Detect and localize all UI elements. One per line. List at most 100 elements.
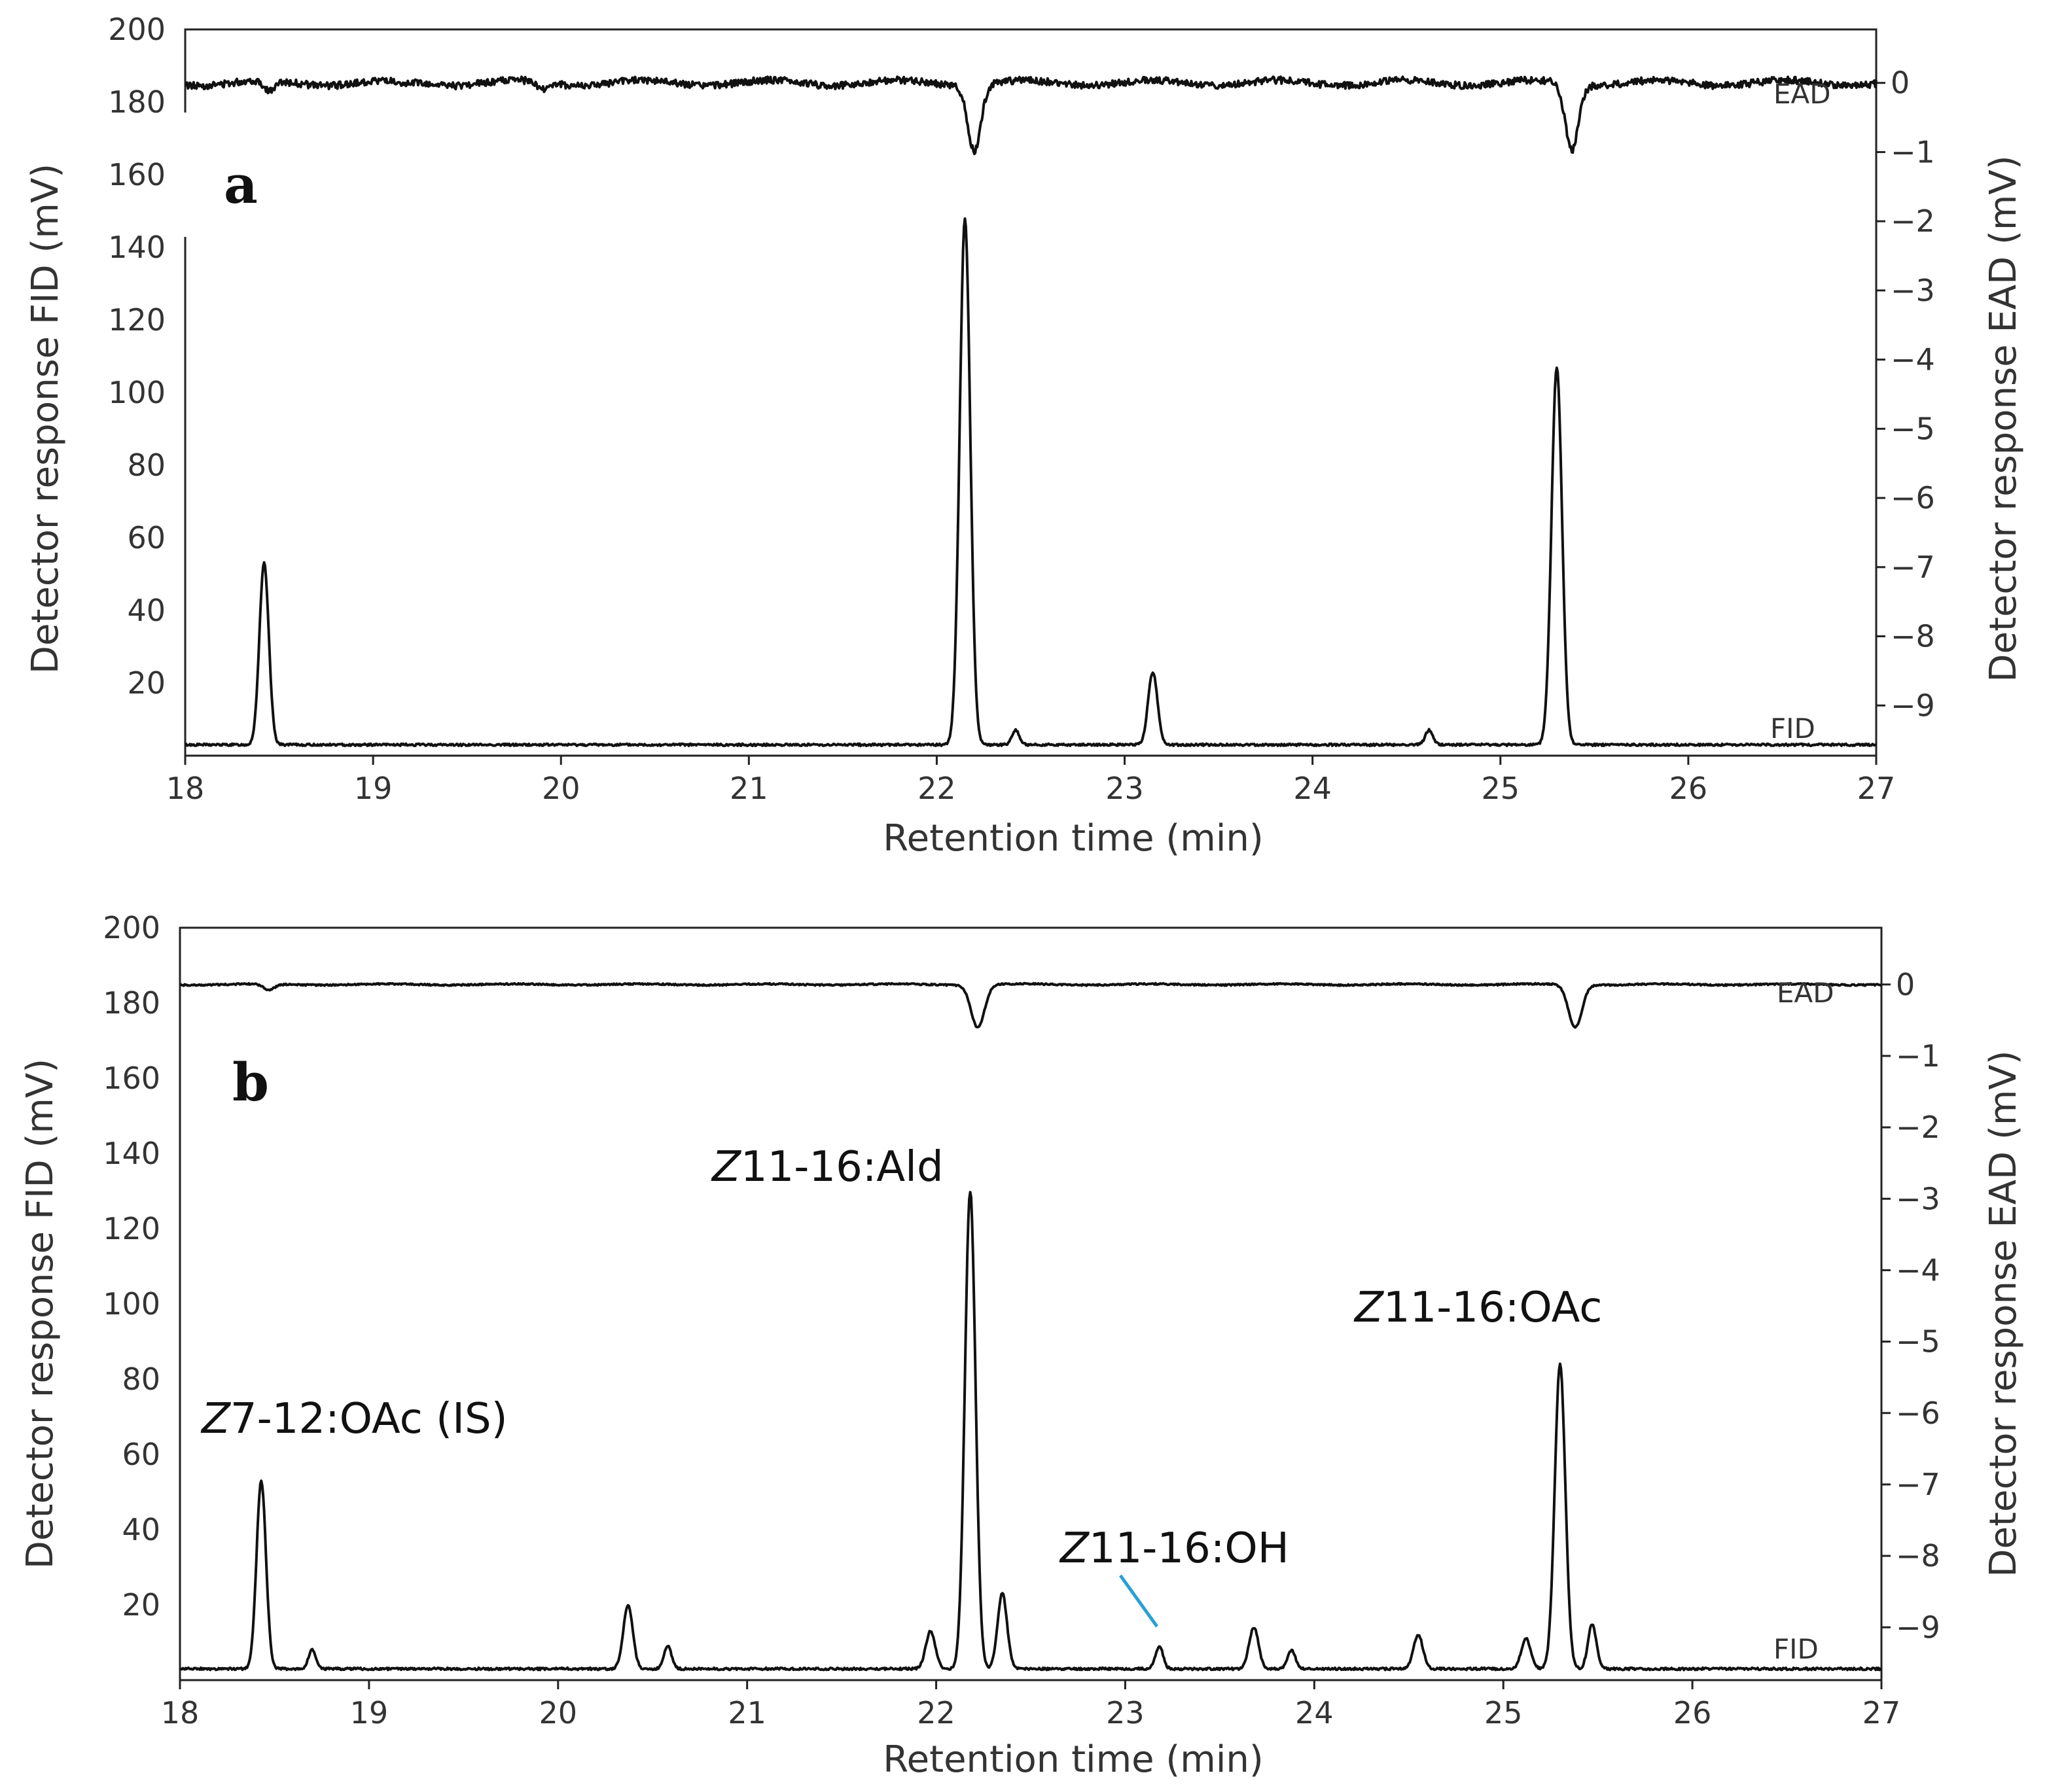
fid-trace: [179, 1191, 1883, 1672]
y2-tick-label: −2: [1891, 203, 1935, 239]
y2-tick-label: −5: [1891, 411, 1935, 446]
y2-tick-label: −5: [1896, 1324, 1940, 1360]
y2-tick-label: −1: [1891, 134, 1935, 169]
y-tick-label: 160: [103, 1061, 160, 1096]
x-tick-label: 23: [1106, 1695, 1145, 1731]
panel-label: b: [232, 1051, 269, 1113]
fid-trace-label: FID: [1770, 712, 1815, 745]
y-tick-label: 200: [103, 910, 160, 945]
annotation-text: 11-16:OAc: [1383, 1284, 1603, 1332]
y2-tick-label: −4: [1891, 342, 1935, 378]
annotation-z11-16-oh: Z11-16:OH: [1059, 1524, 1289, 1573]
y2-tick-label: −1: [1896, 1038, 1940, 1074]
annotation-italic: Z: [1059, 1524, 1090, 1573]
y2-tick-label: −7: [1896, 1467, 1940, 1502]
y-tick-label: 200: [108, 12, 166, 47]
x-tick-label: 21: [728, 1695, 766, 1731]
x-axis-title: Retention time (min): [883, 817, 1263, 860]
fid-trace-label: FID: [1773, 1633, 1819, 1665]
x-tick-label: 25: [1482, 771, 1520, 806]
left-axis-break: [177, 113, 196, 237]
x-tick-label: 21: [730, 771, 768, 806]
y-axis-right-title: Detector response EAD (mV): [1982, 1050, 2025, 1577]
y-tick-label: 140: [108, 230, 166, 265]
fid-trace: [185, 217, 1877, 747]
y-tick-label: 140: [103, 1136, 160, 1171]
annotation-leader-line: [1118, 1574, 1159, 1628]
panel-a-chart: 18 19 20 21 22 23 24 25 26 27 20 40 60 80 100 120 140 16…: [24, 12, 2025, 860]
y-tick-label: 80: [127, 448, 166, 483]
x-tick-label: 27: [1857, 771, 1896, 806]
x-tick-label: 20: [539, 1695, 578, 1731]
y2-tick-label: −4: [1896, 1252, 1940, 1288]
y-tick-label: 60: [122, 1437, 160, 1472]
annotation-italic: Z: [711, 1143, 741, 1191]
x-tick-label: 18: [161, 1695, 200, 1731]
y-tick-label: 120: [103, 1211, 160, 1246]
annotation-italic: Z: [200, 1395, 231, 1443]
annotation-text: 11-16:OH: [1089, 1524, 1289, 1573]
x-tick-label: 19: [350, 1695, 389, 1731]
y-axis-right: 0 −1 −2 −3 −4 −5 −6 −7 −8 −9: [1876, 65, 1935, 723]
plot-frame: [184, 28, 1878, 757]
x-tick-label: 22: [917, 771, 956, 806]
y-tick-label: 80: [122, 1362, 160, 1397]
y-axis-left: 20 40 60 80 100 120 140 160 180 200: [108, 12, 166, 701]
y2-tick-label: −8: [1891, 619, 1935, 654]
annotation-text: 11-16:Ald: [741, 1143, 944, 1191]
y-tick-label: 60: [127, 520, 166, 555]
y2-tick-label: −3: [1891, 273, 1935, 308]
x-tick-label: 25: [1484, 1695, 1523, 1731]
x-tick-label: 26: [1673, 1695, 1712, 1731]
x-axis: 18 19 20 21 22 23 24 25 26 27: [166, 756, 1896, 806]
y2-tick-label: 0: [1891, 65, 1910, 101]
annotation-z11-16-oac: Z11-16:OAc: [1353, 1284, 1602, 1332]
y-tick-label: 180: [108, 84, 166, 120]
y2-tick-label: 0: [1896, 967, 1915, 1002]
x-tick-label: 27: [1862, 1695, 1901, 1731]
y2-tick-label: −9: [1891, 688, 1935, 723]
x-tick-label: 22: [917, 1695, 955, 1731]
y-tick-label: 160: [108, 157, 166, 192]
x-axis: 18 19 20 21 22 23 24 25 26 27: [161, 1680, 1901, 1731]
y-axis-left: 20 40 60 80 100 120 140 160 180 200: [103, 910, 160, 1623]
x-tick-label: 24: [1293, 771, 1332, 806]
plot-frame: [179, 926, 1883, 1681]
y-axis-left-title: Detector response FID (mV): [24, 164, 67, 674]
annotation-text: 7-12:OAc (IS): [230, 1395, 508, 1443]
y-tick-label: 100: [108, 375, 166, 410]
x-tick-label: 23: [1105, 771, 1144, 806]
y-tick-label: 20: [127, 665, 166, 701]
annotation-z11-16-ald: Z11-16:Ald: [711, 1143, 944, 1191]
y-axis-right: 0 −1 −2 −3 −4 −5 −6 −7 −8 −9: [1881, 967, 1940, 1645]
ead-trace-label: EAD: [1773, 78, 1831, 110]
y2-tick-label: −9: [1896, 1609, 1940, 1645]
x-axis-title: Retention time (min): [883, 1738, 1263, 1781]
panel-label: a: [224, 154, 258, 215]
y-tick-label: 120: [108, 302, 166, 338]
x-tick-label: 24: [1295, 1695, 1334, 1731]
x-tick-label: 19: [354, 771, 393, 806]
y2-tick-label: −7: [1891, 550, 1935, 585]
annotation-z7-12-oac: Z7-12:OAc (IS): [200, 1395, 508, 1443]
y2-tick-label: −3: [1896, 1181, 1940, 1216]
y2-tick-label: −6: [1896, 1396, 1940, 1431]
ead-trace: [179, 981, 1883, 1029]
y-tick-label: 180: [103, 985, 160, 1021]
y-tick-label: 40: [127, 593, 166, 628]
y-axis-left-title: Detector response FID (mV): [19, 1059, 62, 1569]
ead-trace-label: EAD: [1777, 977, 1834, 1009]
y-tick-label: 20: [122, 1587, 160, 1623]
y-tick-label: 40: [122, 1512, 160, 1547]
x-tick-label: 26: [1669, 771, 1708, 806]
x-tick-label: 20: [542, 771, 580, 806]
y2-tick-label: −8: [1896, 1538, 1940, 1573]
y-axis-right-title: Detector response EAD (mV): [1982, 155, 2025, 682]
x-tick-label: 18: [166, 771, 205, 806]
y-tick-label: 100: [103, 1286, 160, 1322]
ead-trace: [185, 75, 1878, 156]
panel-b-chart: 18 19 20 21 22 23 24 25 26 27 20 40 60 80 100 120 140 16…: [19, 910, 2025, 1781]
y2-tick-label: −2: [1896, 1110, 1940, 1145]
y2-tick-label: −6: [1891, 480, 1935, 516]
